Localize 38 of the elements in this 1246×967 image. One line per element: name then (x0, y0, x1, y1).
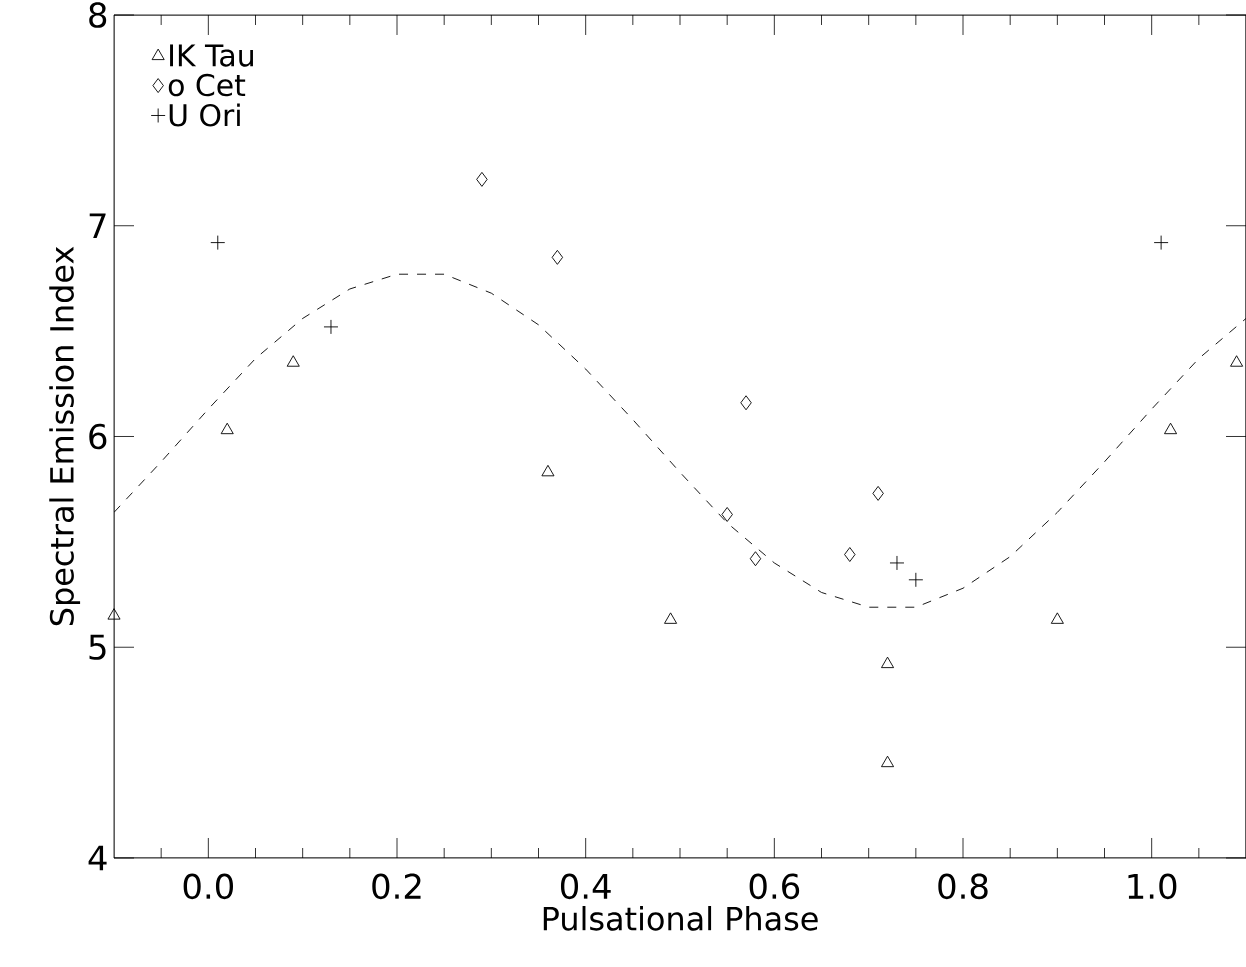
point (1230, 355, 1244, 367)
point (551, 249, 564, 265)
legend-label: IK Tau (170, 44, 253, 67)
point (844, 547, 856, 562)
y-tick-label: 8 (89, 2, 107, 28)
point (881, 755, 895, 768)
y-tick-label: 6 (89, 423, 107, 450)
point (210, 235, 226, 251)
point (323, 319, 339, 335)
x-tick-label: 0.0 (183, 873, 234, 900)
point (740, 395, 752, 411)
x-axis-title: Pulsational Phase (543, 905, 818, 931)
point (220, 422, 234, 435)
x-tick-label: 0.4 (560, 873, 611, 900)
point (1050, 612, 1064, 624)
x-tick-label: 0.6 (749, 873, 800, 900)
point (872, 485, 884, 501)
point (749, 551, 762, 567)
y-axis-title: Spectral Emission Index (49, 246, 81, 626)
y-tick-label: 7 (89, 213, 106, 239)
point (908, 572, 924, 588)
y-tick-label: 4 (88, 845, 107, 871)
point (541, 464, 555, 477)
y-tick-label: 5 (89, 634, 106, 660)
point (721, 507, 733, 522)
legend-label: o Cet (168, 73, 246, 97)
point (889, 555, 905, 571)
point (476, 171, 488, 187)
x-tick-label: 1.0 (1128, 873, 1177, 900)
point (107, 608, 121, 620)
legend-label: U Ori (169, 103, 240, 127)
point (881, 656, 895, 669)
point (1153, 235, 1169, 251)
x-tick-label: 0.2 (372, 873, 421, 900)
point (286, 355, 300, 367)
point (1164, 422, 1178, 435)
x-tick-label: 0.8 (938, 873, 988, 900)
point (664, 612, 678, 624)
